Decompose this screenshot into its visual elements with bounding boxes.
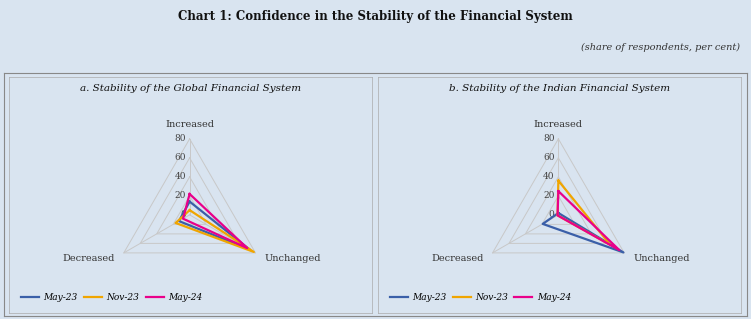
- Text: 80: 80: [174, 134, 185, 143]
- Legend: May-23, Nov-23, May-24: May-23, Nov-23, May-24: [386, 290, 575, 306]
- Text: 0: 0: [180, 211, 185, 219]
- Text: b. Stability of the Indian Financial System: b. Stability of the Indian Financial Sys…: [449, 84, 670, 93]
- Text: 40: 40: [174, 172, 185, 182]
- Text: (share of respondents, per cent): (share of respondents, per cent): [581, 43, 740, 52]
- Text: 20: 20: [543, 191, 554, 200]
- Text: Unchanged: Unchanged: [264, 254, 321, 263]
- Text: 20: 20: [174, 191, 185, 200]
- Text: Chart 1: Confidence in the Stability of the Financial System: Chart 1: Confidence in the Stability of …: [178, 10, 573, 23]
- Text: Increased: Increased: [165, 120, 214, 129]
- Text: 80: 80: [543, 134, 554, 143]
- Text: Decreased: Decreased: [62, 254, 115, 263]
- Text: Unchanged: Unchanged: [633, 254, 690, 263]
- Text: Decreased: Decreased: [431, 254, 484, 263]
- Text: 60: 60: [543, 153, 554, 162]
- Text: Increased: Increased: [534, 120, 583, 129]
- Legend: May-23, Nov-23, May-24: May-23, Nov-23, May-24: [17, 290, 206, 306]
- Text: 40: 40: [543, 172, 554, 182]
- Text: 60: 60: [174, 153, 185, 162]
- Text: a. Stability of the Global Financial System: a. Stability of the Global Financial Sys…: [80, 84, 301, 93]
- Text: 0: 0: [549, 211, 554, 219]
